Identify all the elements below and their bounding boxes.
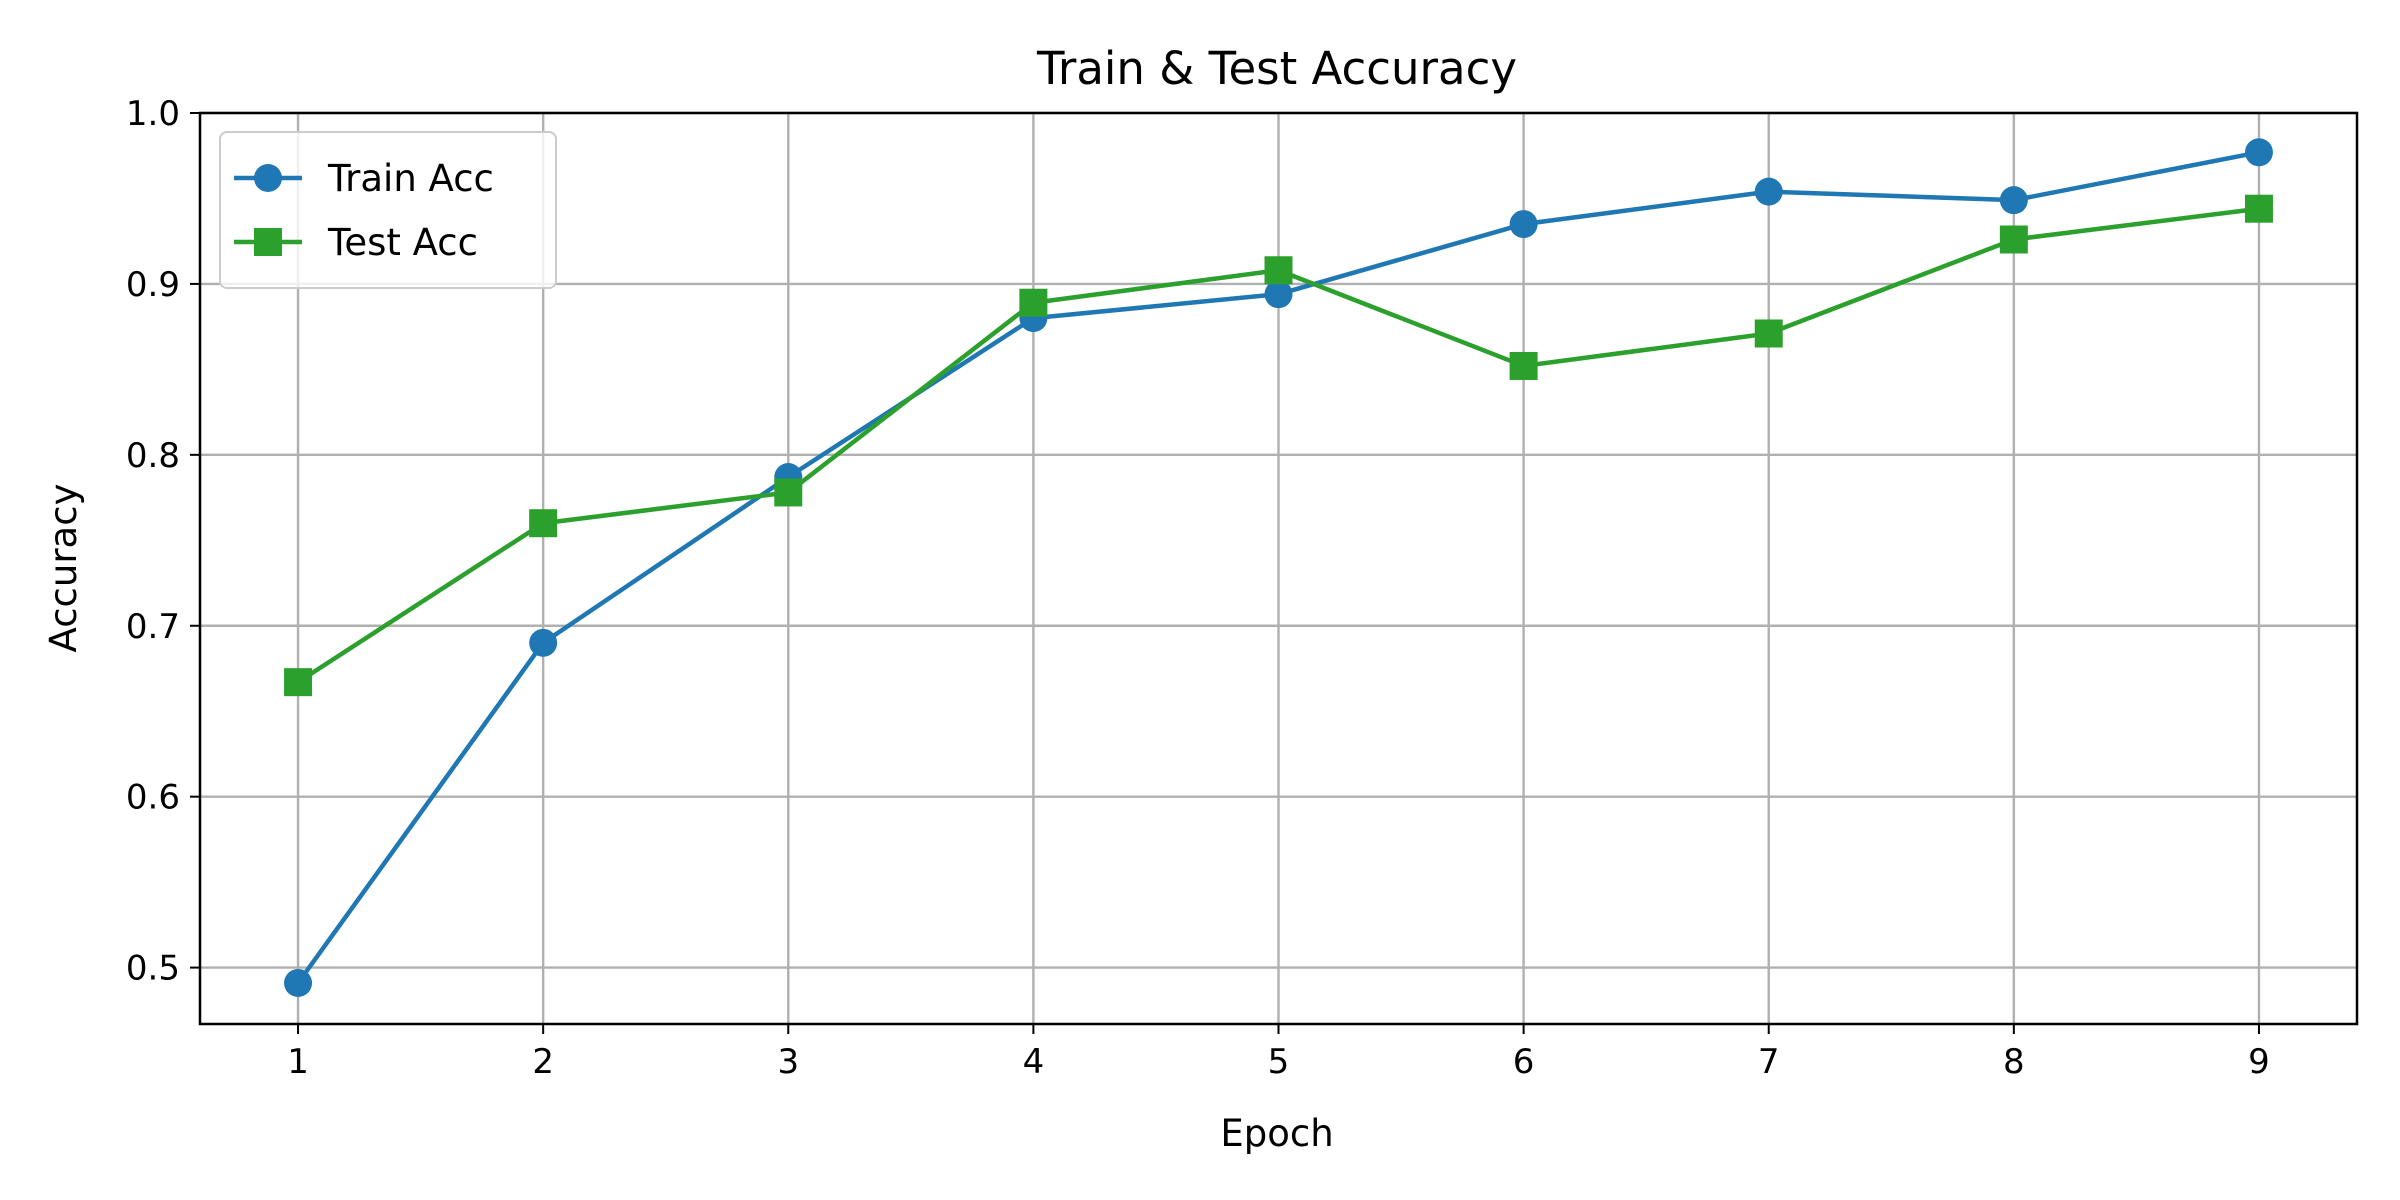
y-tick-label: 1.0 — [126, 94, 180, 134]
test-acc-point — [529, 509, 558, 538]
train-acc-point — [2244, 138, 2273, 167]
x-tick-label: 8 — [2003, 1042, 2025, 1082]
chart-title: Train & Test Accuracy — [1036, 42, 1517, 95]
test-acc-point — [774, 478, 803, 507]
legend-label-train-acc: Train Acc — [327, 157, 494, 200]
legend: Train Acc Test Acc — [219, 131, 557, 289]
x-tick-label: 6 — [1513, 1042, 1535, 1082]
legend-marker-test-acc — [254, 228, 282, 256]
y-tick-label: 0.9 — [126, 265, 180, 305]
legend-label-test-acc: Test Acc — [327, 221, 478, 264]
train-acc-point — [1754, 177, 1783, 206]
test-acc-point — [1264, 256, 1293, 285]
series-layer — [284, 138, 2273, 997]
legend-box — [219, 131, 557, 289]
y-tick-label: 0.5 — [126, 949, 180, 989]
x-tick-label: 9 — [2248, 1042, 2270, 1082]
x-tick-label: 7 — [1758, 1042, 1780, 1082]
test-acc-point — [1754, 319, 1783, 348]
test-acc-point — [2244, 194, 2273, 223]
x-tick-label: 5 — [1268, 1042, 1290, 1082]
y-axis-label: Accuracy — [42, 484, 85, 653]
y-tick-label: 0.7 — [126, 607, 180, 647]
train-acc-point — [1999, 186, 2028, 215]
axis-ticks: 1 2 3 4 5 6 7 8 9 0.5 0.6 0.7 0.8 0.9 1.0 — [126, 94, 2270, 1082]
test-acc-point — [1019, 288, 1048, 317]
x-axis-label: Epoch — [1220, 1112, 1333, 1155]
train-acc-point — [1264, 280, 1293, 309]
y-tick-label: 0.6 — [126, 778, 180, 818]
test-acc-point — [284, 668, 313, 697]
x-tick-label: 3 — [777, 1042, 799, 1082]
series-test-acc — [284, 194, 2273, 697]
y-tick-label: 0.8 — [126, 436, 180, 476]
x-tick-label: 2 — [532, 1042, 554, 1082]
train-acc-point — [284, 968, 313, 997]
train-acc-point — [1509, 210, 1538, 239]
x-tick-label: 4 — [1023, 1042, 1045, 1082]
test-acc-point — [1999, 225, 2028, 254]
test-acc-point — [1509, 351, 1538, 380]
legend-marker-train-acc — [254, 164, 282, 192]
train-acc-point — [529, 628, 558, 657]
x-tick-label: 1 — [287, 1042, 309, 1082]
